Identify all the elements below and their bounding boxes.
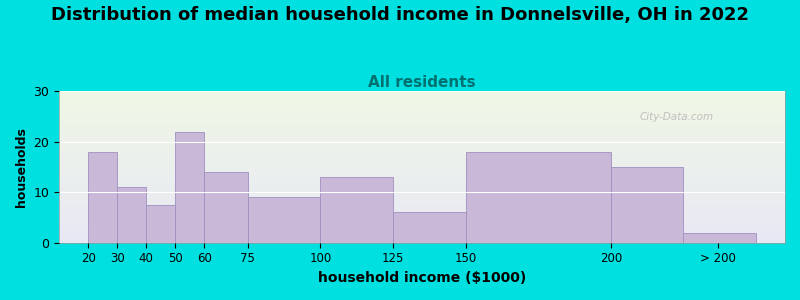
Bar — [610, 167, 683, 243]
Bar — [683, 232, 756, 243]
Bar — [466, 152, 610, 243]
X-axis label: household income ($1000): household income ($1000) — [318, 271, 526, 285]
Bar — [175, 132, 204, 243]
Bar — [88, 152, 118, 243]
Y-axis label: households: households — [15, 127, 28, 207]
Text: City-Data.com: City-Data.com — [640, 112, 714, 122]
Bar — [393, 212, 466, 243]
Bar — [146, 205, 175, 243]
Bar — [248, 197, 321, 243]
Text: Distribution of median household income in Donnelsville, OH in 2022: Distribution of median household income … — [51, 6, 749, 24]
Title: All residents: All residents — [368, 75, 476, 90]
Bar — [321, 177, 393, 243]
Bar — [204, 172, 248, 243]
Bar — [118, 187, 146, 243]
